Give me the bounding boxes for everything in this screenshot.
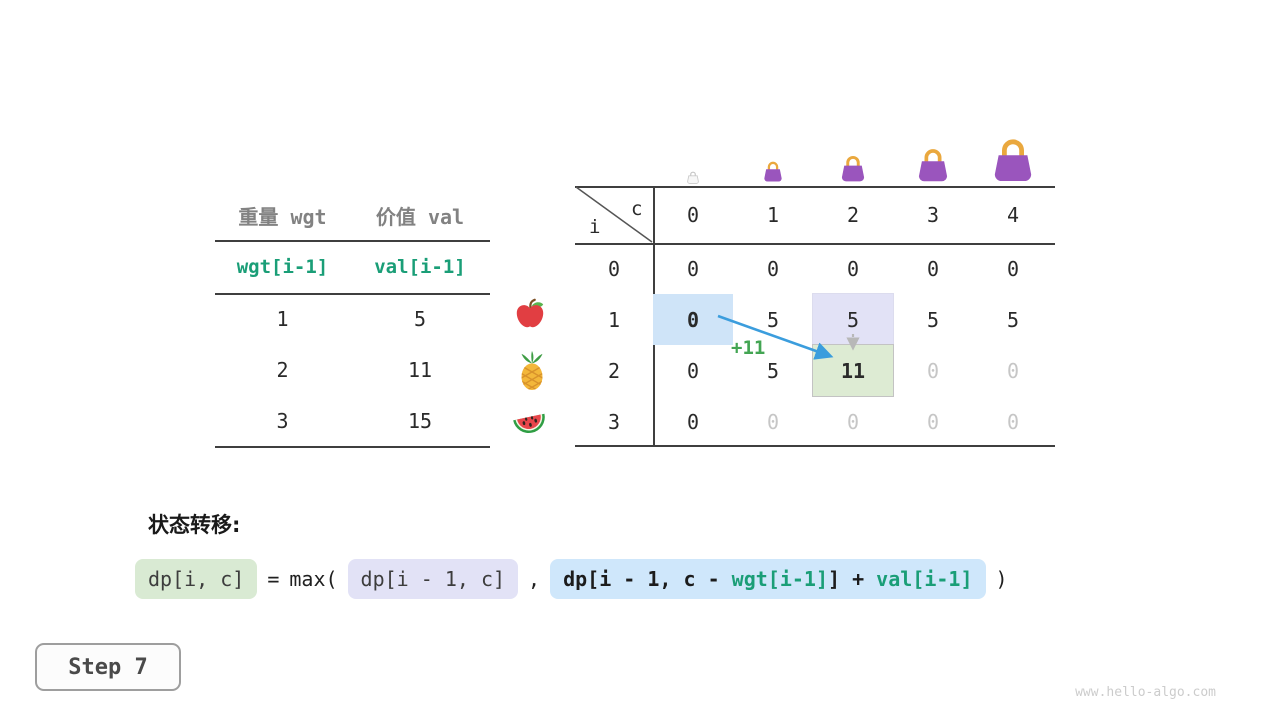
item-table-formula-row: wgt[i-1] val[i-1]	[215, 240, 490, 293]
dp-corner-row-label: i	[589, 216, 601, 238]
dp-table: c i 0 1 2 3 4 0 1 2 3 0 0 0 0 0 0 5 5 5 …	[575, 186, 1055, 448]
dp-cell-3-4: 0	[1006, 409, 1020, 434]
formula-max-open: max(	[289, 567, 338, 591]
formula-lhs: dp[i, c]	[135, 559, 258, 599]
divider	[575, 445, 1055, 447]
dp-row-header-2: 2	[607, 358, 621, 383]
dp-cell-3-3: 0	[926, 409, 940, 434]
formula-arg2-mid: ] +	[828, 567, 877, 591]
formula-close: )	[995, 567, 1008, 591]
dp-cell-0-0: 0	[686, 256, 700, 281]
dp-row-header-3: 3	[607, 409, 621, 434]
dp-cell-0-2: 0	[846, 256, 860, 281]
item-table-header-weight: 重量 wgt	[238, 204, 327, 229]
watermelon-icon	[510, 404, 548, 440]
formula-comma: ,	[528, 567, 541, 591]
bag-capacity-4-icon	[990, 138, 1036, 186]
divider	[575, 186, 1055, 188]
transition-formula: dp[i, c] = max( dp[i - 1, c] , dp[i - 1,…	[135, 559, 1008, 599]
dp-cell-2-2: 11	[813, 345, 893, 396]
item-table-header-value: 价值 val	[375, 204, 465, 229]
dp-cell-2-0: 0	[686, 358, 700, 383]
bag-capacity-0-icon	[686, 169, 700, 188]
item-table-row-2: 2 11	[215, 344, 490, 395]
dp-cell-1-0: 0	[653, 294, 733, 345]
dp-cell-3-1: 0	[766, 409, 780, 434]
formula-arg2-wgt: wgt[i-1]	[731, 567, 828, 591]
bag-capacity-2-icon	[839, 155, 867, 186]
dp-cell-2-3: 0	[926, 358, 940, 383]
item-value: 15	[407, 408, 433, 433]
item-table-header-row: 重量 wgt 价值 val	[215, 190, 490, 240]
pineapple-icon	[516, 351, 548, 395]
formula-arg2-val: val[i-1]	[876, 567, 973, 591]
item-table-val-formula: val[i-1]	[374, 255, 466, 278]
item-table: 重量 wgt 价值 val wgt[i-1] val[i-1] 1 5 2 11…	[215, 190, 490, 448]
dp-cell-2-4: 0	[1006, 358, 1020, 383]
corner-diagonal	[575, 186, 653, 243]
item-weight: 2	[276, 357, 289, 382]
dp-cell-0-3: 0	[926, 256, 940, 281]
apple-icon	[513, 297, 547, 335]
item-value: 11	[407, 357, 433, 382]
dp-cell-2-1: 5	[766, 358, 780, 383]
dp-cell-1-3: 5	[926, 307, 940, 332]
item-weight: 1	[276, 306, 289, 331]
bag-capacity-3-icon	[915, 148, 951, 186]
formula-equals: =	[267, 567, 280, 591]
watermark: www.hello-algo.com	[1075, 685, 1216, 700]
step-badge: Step 7	[35, 643, 181, 691]
item-table-wgt-formula: wgt[i-1]	[236, 255, 329, 278]
divider	[575, 243, 1055, 245]
dp-cell-3-2: 0	[846, 409, 860, 434]
dp-cell-1-2: 5	[813, 294, 893, 345]
dp-cell-0-4: 0	[1006, 256, 1020, 281]
dp-col-header-2: 2	[846, 202, 860, 227]
arrow-value-label: +11	[731, 337, 766, 359]
dp-corner-col-label: c	[631, 198, 643, 220]
formula-arg2: dp[i - 1, c - wgt[i-1]] + val[i-1]	[550, 559, 986, 599]
item-value: 5	[413, 306, 427, 331]
dp-cell-3-0: 0	[686, 409, 700, 434]
dp-row-header-0: 0	[607, 256, 621, 281]
dp-row-header-1: 1	[607, 307, 621, 332]
item-table-row-1: 1 5	[215, 293, 490, 344]
formula-arg2-prefix: dp[i - 1, c -	[563, 567, 732, 591]
dp-cell-0-1: 0	[766, 256, 780, 281]
dp-col-header-0: 0	[686, 202, 700, 227]
divider	[215, 446, 490, 448]
dp-col-header-4: 4	[1006, 202, 1020, 227]
bag-capacity-1-icon	[762, 161, 784, 186]
item-table-row-3: 3 15	[215, 395, 490, 446]
dp-cell-1-4: 5	[1006, 307, 1020, 332]
dp-col-header-1: 1	[766, 202, 780, 227]
divider	[215, 240, 490, 242]
dp-col-header-3: 3	[926, 202, 940, 227]
transition-title: 状态转移:	[148, 513, 241, 537]
divider	[215, 293, 490, 295]
formula-arg1: dp[i - 1, c]	[347, 559, 519, 599]
item-weight: 3	[276, 408, 289, 433]
